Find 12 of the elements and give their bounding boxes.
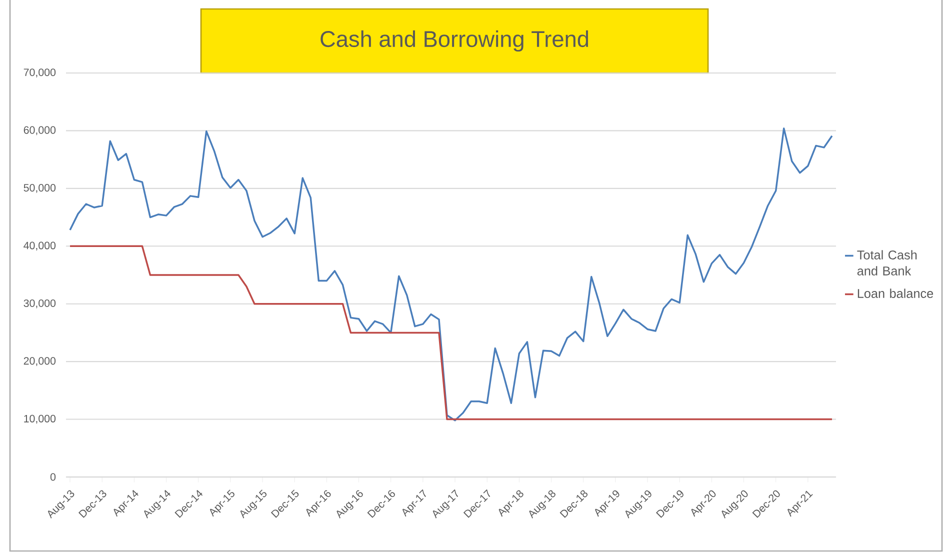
- y-tick-label: 60,000: [24, 126, 56, 136]
- y-tick-label: 20,000: [24, 357, 56, 366]
- line-series: [69, 128, 833, 422]
- chart-title: Cash and Borrowing Trend: [320, 30, 588, 52]
- y-tick-label: 30,000: [24, 299, 56, 308]
- legend-label: Total Cash and Bank: [857, 250, 917, 276]
- y-tick-label: 40,000: [24, 242, 56, 251]
- legend-label: Loan balance: [858, 288, 934, 298]
- y-tick-label: 50,000: [24, 184, 56, 193]
- y-tick-label: 10,000: [24, 414, 56, 424]
- y-tick-label: 0: [50, 473, 56, 481]
- y-tick-label: 70,000: [24, 68, 56, 78]
